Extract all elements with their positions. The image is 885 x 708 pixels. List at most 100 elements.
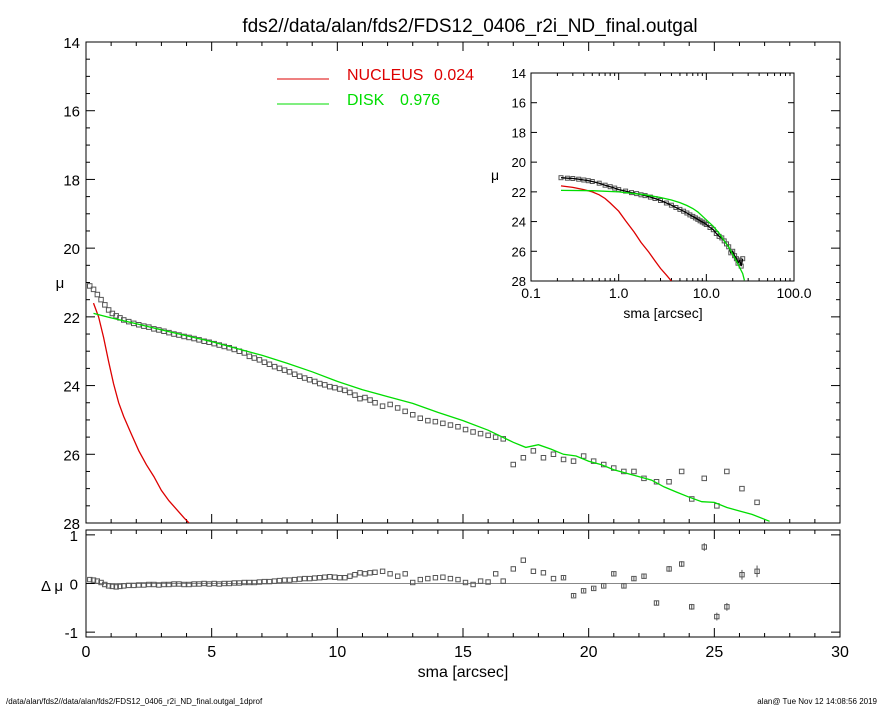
residual-data-point: [447, 575, 454, 582]
residual-data-point: [621, 583, 627, 589]
legend-disk-label: DISK: [347, 92, 385, 109]
inset-y-axis-label: μ: [491, 167, 499, 183]
residual-data-point: [332, 574, 338, 580]
residual-data-point: [666, 566, 672, 572]
residual-data-point: [689, 604, 695, 610]
main-data-point: [327, 383, 333, 390]
main-data-point: [520, 455, 527, 461]
inset-data-point: [663, 200, 669, 206]
main-data-point: [492, 434, 499, 440]
main-data-point: [477, 430, 484, 437]
main-data-point: [105, 307, 112, 313]
main-data-point: [347, 389, 353, 396]
main-data-point: [440, 420, 446, 427]
residual-data-point: [432, 575, 439, 581]
residual-data-point: [550, 575, 557, 582]
residual-data-point: [417, 576, 424, 583]
residual-data-point: [631, 575, 637, 582]
main-data-point: [271, 363, 278, 370]
residual-data-point: [131, 582, 137, 589]
residual-data-point: [342, 575, 348, 581]
main-data-point: [631, 468, 637, 475]
main-data-point: [251, 355, 258, 361]
residual-data-point: [236, 580, 243, 586]
main-data-point: [362, 394, 368, 401]
main-data-point: [367, 397, 373, 403]
residual-data-point: [90, 577, 97, 583]
residual-data-point: [510, 566, 517, 572]
main-nucleus-line: [92, 302, 190, 523]
main-data-point: [580, 453, 587, 459]
inset-y-tick-label: 14: [512, 66, 526, 81]
main-data-point: [296, 373, 303, 379]
main-data-point: [256, 357, 263, 363]
main-data-point: [432, 418, 439, 425]
main-data-point: [87, 283, 93, 289]
residual-y-tick-label: 0: [70, 577, 78, 594]
main-data-point: [550, 451, 557, 457]
main-data-point: [678, 468, 685, 475]
residual-data-point: [337, 575, 343, 581]
main-data-point: [425, 417, 431, 424]
main-plot-area: [87, 283, 770, 523]
main-data-point: [337, 386, 343, 392]
inset-disk-line: [560, 189, 746, 281]
main-data-point: [402, 408, 408, 415]
residual-x-axis-label: sma [arcsec]: [418, 664, 509, 681]
residual-data-point: [317, 575, 323, 581]
main-y-tick-label: 20: [63, 241, 80, 258]
inset-x-tick-label: 10.0: [693, 285, 720, 301]
main-data-point: [447, 422, 454, 428]
main-y-tick-label: 22: [63, 310, 80, 327]
main-data-point: [724, 468, 730, 475]
main-data-point: [570, 458, 577, 464]
residual-data-point: [221, 580, 227, 587]
residual-data-point: [367, 570, 373, 576]
residual-x-tick-label: 25: [705, 644, 723, 661]
inset-plot-area: [558, 175, 746, 281]
residual-data-point: [754, 568, 760, 574]
main-data-point: [306, 377, 313, 383]
residual-data-point: [477, 578, 484, 584]
footer-user-timestamp: alan@ Tue Nov 12 14:08:56 2019: [757, 697, 877, 706]
residual-data-point: [281, 577, 288, 583]
residual-data-point: [251, 579, 258, 586]
main-data-point: [332, 384, 338, 391]
residual-data-point: [455, 576, 461, 583]
residual-y-tick-label: -1: [65, 625, 78, 642]
inset-y-tick-label: 22: [512, 185, 526, 200]
main-data-point: [387, 401, 393, 408]
main-y-tick-label: 18: [63, 172, 80, 189]
main-data-point: [739, 485, 745, 492]
residual-data-point: [87, 576, 93, 583]
main-y-tick-label: 14: [63, 35, 80, 52]
residual-data-point: [296, 576, 303, 582]
residual-data-point: [105, 583, 112, 589]
main-data-point: [94, 291, 101, 298]
residual-data-point: [231, 580, 238, 586]
residual-x-tick-label: 5: [207, 644, 216, 661]
residual-data-point: [186, 581, 192, 588]
chart-title: fds2//data/alan/fds2/FDS12_0406_r2i_ND_f…: [242, 16, 697, 37]
inset-y-tick-label: 24: [512, 215, 526, 230]
residual-data-point: [171, 581, 177, 587]
residual-data-point: [714, 613, 720, 620]
residual-data-point: [136, 582, 142, 588]
residual-data-point: [379, 568, 386, 574]
main-y-tick-label: 16: [63, 104, 80, 121]
main-data-point: [317, 380, 323, 387]
main-data-point: [666, 479, 672, 485]
main-data-point: [530, 448, 537, 454]
residual-data-point: [102, 581, 108, 588]
legend-nucleus-label: NUCLEUS: [347, 67, 423, 84]
residual-data-point: [286, 577, 293, 583]
residual-data-point: [113, 584, 119, 590]
inset-y-tick-label: 18: [512, 125, 526, 140]
inset-x-tick-label: 100.0: [776, 285, 811, 301]
inset-x-tick-label: 0.1: [521, 285, 541, 301]
inset-data-point: [726, 244, 732, 250]
main-data-point: [342, 387, 348, 394]
residual-data-point: [126, 582, 132, 589]
residual-data-point: [141, 582, 147, 588]
residual-data-point: [485, 579, 491, 585]
